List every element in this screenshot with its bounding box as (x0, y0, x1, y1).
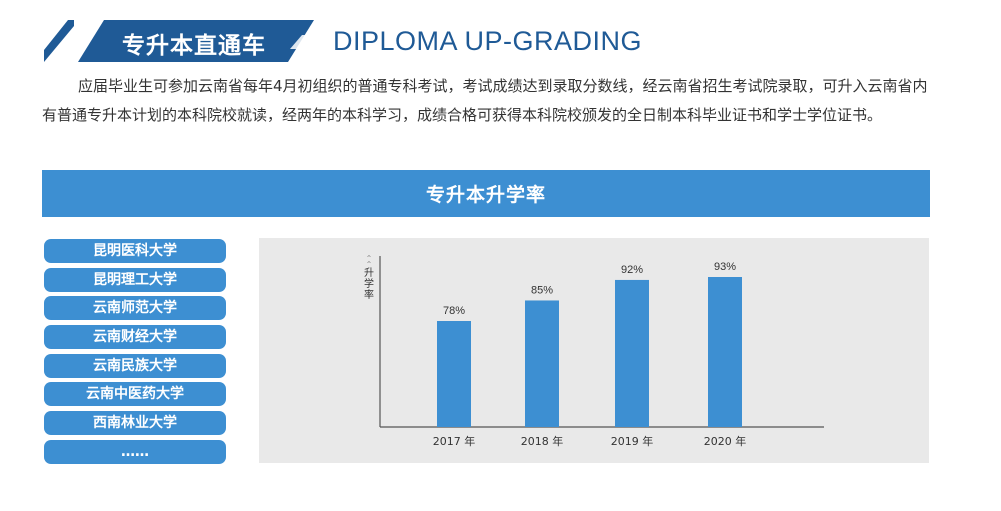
x-tick-label-1: 2017 年 (433, 434, 476, 448)
section-header: 专升本升学率 (42, 170, 930, 217)
section-title: 专升本升学率 (425, 184, 546, 206)
university-list: 昆明医科大学 昆明理工大学 云南师范大学 云南财经大学 云南民族大学 云南中医药… (44, 239, 226, 469)
bar-chart: 78% 2017 年 85% 2018 年 92% 2019 年 93% 2020 年 (379, 256, 824, 448)
y-axis-label-text: 升学率 (364, 268, 374, 301)
x-tick-label-3: 2019 年 (611, 434, 654, 448)
x-tick-label-4: 2020 年 (704, 434, 747, 448)
bar-2 (525, 300, 559, 427)
bar-3 (615, 279, 649, 427)
university-item: 云南财经大学 (44, 325, 226, 350)
university-item-more: …… (44, 439, 226, 464)
data-label-2: 85% (531, 284, 553, 296)
data-label-1: 78% (443, 305, 465, 317)
y-axis-arrow-icon: ⌃ ⌃ (365, 254, 373, 269)
university-item: 西南林业大学 (44, 411, 226, 436)
page-title: 专升本直通车 (122, 33, 266, 59)
header-stripe-decoration (44, 20, 74, 62)
university-item: 昆明医科大学 (44, 239, 226, 263)
y-axis-label: ⌃ ⌃ 升学率 (362, 254, 376, 302)
university-item: 昆明理工大学 (44, 267, 226, 292)
header-banner: 专升本直通车 (78, 20, 314, 62)
page-subtitle-en: DIPLOMA UP-GRADING (333, 26, 643, 56)
intro-paragraph: 应届毕业生可参加云南省每年4月初组织的普通专科考试，考试成绩达到录取分数线，经云… (42, 77, 928, 124)
university-item: 云南民族大学 (44, 353, 226, 378)
data-label-3: 92% (621, 264, 643, 276)
x-tick-label-2: 2018 年 (521, 434, 564, 448)
chart-panel (259, 238, 929, 463)
bar-4 (708, 277, 742, 427)
data-label-4: 93% (714, 261, 736, 273)
header-slash-decoration (290, 34, 314, 49)
university-item: 云南师范大学 (44, 296, 226, 321)
bar-1 (437, 321, 471, 427)
university-item: 云南中医药大学 (44, 382, 226, 407)
